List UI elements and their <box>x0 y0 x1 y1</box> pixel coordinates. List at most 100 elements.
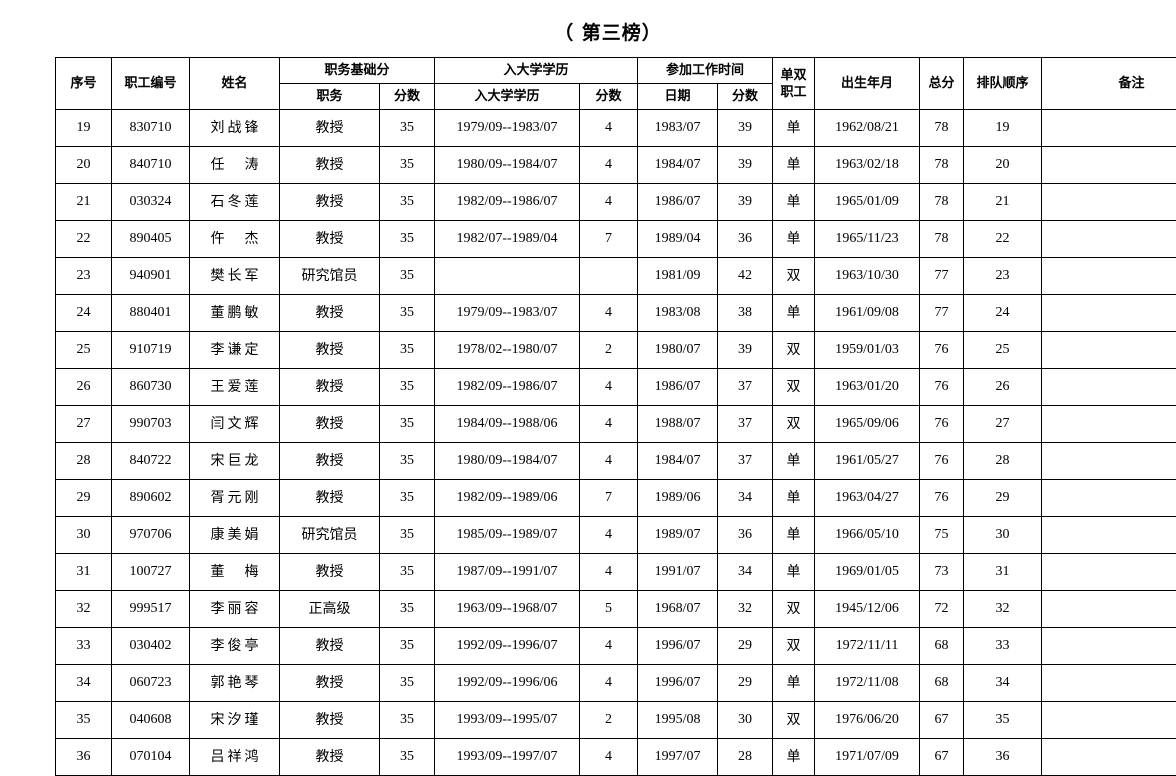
cell-education: 1982/09--1986/07 <box>435 184 580 221</box>
cell-post-points: 35 <box>380 739 435 776</box>
cell-post-points: 35 <box>380 369 435 406</box>
cell-work-points: 34 <box>718 480 773 517</box>
cell-education-points: 4 <box>580 295 638 332</box>
cell-emp-no: 990703 <box>112 406 190 443</box>
cell-education: 1963/09--1968/07 <box>435 591 580 628</box>
cell-education-points: 4 <box>580 554 638 591</box>
cell-emp-no: 840710 <box>112 147 190 184</box>
cell-post-points: 35 <box>380 332 435 369</box>
cell-work-points: 38 <box>718 295 773 332</box>
cell-name: 刘战锋 <box>190 110 280 147</box>
cell-education: 1982/09--1989/06 <box>435 480 580 517</box>
cell-post: 教授 <box>280 665 380 702</box>
cell-post-points: 35 <box>380 110 435 147</box>
cell-seq: 31 <box>56 554 112 591</box>
cell-education: 1979/09--1983/07 <box>435 110 580 147</box>
cell-post-points: 35 <box>380 258 435 295</box>
cell-total: 76 <box>920 406 964 443</box>
cell-post: 教授 <box>280 554 380 591</box>
cell-seq: 36 <box>56 739 112 776</box>
cell-seq: 19 <box>56 110 112 147</box>
cell-total: 67 <box>920 739 964 776</box>
cell-name: 樊长军 <box>190 258 280 295</box>
cell-remark <box>1042 628 1176 665</box>
cell-rank: 22 <box>964 221 1042 258</box>
cell-emp-no: 060723 <box>112 665 190 702</box>
cell-work-points: 28 <box>718 739 773 776</box>
cell-seq: 23 <box>56 258 112 295</box>
header-seq: 序号 <box>56 58 112 110</box>
cell-remark <box>1042 369 1176 406</box>
header-education-group: 入大学学历 <box>435 58 638 84</box>
cell-work-points: 30 <box>718 702 773 739</box>
cell-seq: 22 <box>56 221 112 258</box>
cell-rank: 23 <box>964 258 1042 295</box>
cell-education: 1979/09--1983/07 <box>435 295 580 332</box>
cell-rank: 31 <box>964 554 1042 591</box>
cell-post: 教授 <box>280 406 380 443</box>
cell-total: 76 <box>920 443 964 480</box>
cell-name: 李俊亭 <box>190 628 280 665</box>
cell-rank: 19 <box>964 110 1042 147</box>
cell-remark <box>1042 147 1176 184</box>
cell-post-points: 35 <box>380 665 435 702</box>
header-row-top: 序号 职工编号 姓名 职务基础分 入大学学历 参加工作时间 单双 职工 出生年月… <box>56 58 1176 84</box>
cell-education: 1982/09--1986/07 <box>435 369 580 406</box>
cell-education: 1985/09--1989/07 <box>435 517 580 554</box>
cell-post-points: 35 <box>380 221 435 258</box>
header-total: 总分 <box>920 58 964 110</box>
header-birth: 出生年月 <box>815 58 920 110</box>
cell-post: 研究馆员 <box>280 258 380 295</box>
cell-name: 康美娟 <box>190 517 280 554</box>
cell-post-points: 35 <box>380 147 435 184</box>
cell-remark <box>1042 443 1176 480</box>
cell-remark <box>1042 406 1176 443</box>
cell-birth: 1963/10/30 <box>815 258 920 295</box>
cell-marital: 单 <box>773 184 815 221</box>
cell-total: 76 <box>920 480 964 517</box>
cell-total: 73 <box>920 554 964 591</box>
cell-name: 董 梅 <box>190 554 280 591</box>
cell-education: 1992/09--1996/06 <box>435 665 580 702</box>
cell-education-points: 4 <box>580 184 638 221</box>
cell-marital: 双 <box>773 591 815 628</box>
cell-rank: 34 <box>964 665 1042 702</box>
cell-work-points: 29 <box>718 628 773 665</box>
cell-work-points: 39 <box>718 184 773 221</box>
cell-work-date: 1983/08 <box>638 295 718 332</box>
cell-education-points: 4 <box>580 739 638 776</box>
cell-rank: 30 <box>964 517 1042 554</box>
cell-education-points: 4 <box>580 665 638 702</box>
header-education-points: 分数 <box>580 84 638 110</box>
cell-seq: 30 <box>56 517 112 554</box>
cell-education: 1978/02--1980/07 <box>435 332 580 369</box>
cell-total: 78 <box>920 221 964 258</box>
cell-total: 68 <box>920 665 964 702</box>
cell-post: 教授 <box>280 110 380 147</box>
cell-education-points: 4 <box>580 147 638 184</box>
cell-education <box>435 258 580 295</box>
header-work-group: 参加工作时间 <box>638 58 773 84</box>
cell-emp-no: 970706 <box>112 517 190 554</box>
cell-birth: 1969/01/05 <box>815 554 920 591</box>
cell-education-points: 4 <box>580 628 638 665</box>
cell-name: 吕祥鸿 <box>190 739 280 776</box>
cell-education-points: 5 <box>580 591 638 628</box>
cell-name: 闫文辉 <box>190 406 280 443</box>
cell-seq: 32 <box>56 591 112 628</box>
cell-total: 76 <box>920 332 964 369</box>
cell-post: 研究馆员 <box>280 517 380 554</box>
cell-total: 77 <box>920 258 964 295</box>
cell-emp-no: 840722 <box>112 443 190 480</box>
ranking-table: 序号 职工编号 姓名 职务基础分 入大学学历 参加工作时间 单双 职工 出生年月… <box>55 57 1176 776</box>
cell-work-points: 42 <box>718 258 773 295</box>
cell-remark <box>1042 258 1176 295</box>
cell-birth: 1959/01/03 <box>815 332 920 369</box>
